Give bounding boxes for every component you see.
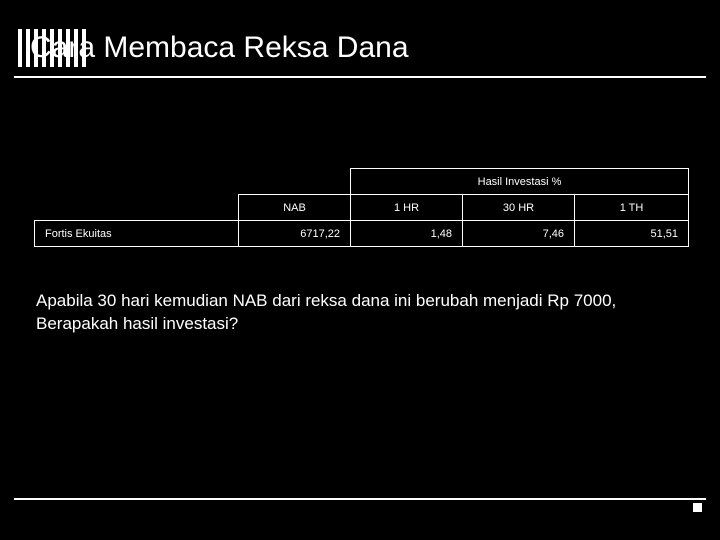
col-1hr: 1 HR bbox=[351, 195, 463, 221]
data-table: Hasil Investasi % NAB 1 HR 30 HR 1 TH Fo… bbox=[34, 168, 688, 247]
cell-30hr: 7,46 bbox=[463, 221, 575, 247]
table-row: Fortis Ekuitas 6717,22 1,48 7,46 51,51 bbox=[35, 221, 689, 247]
col-1th: 1 TH bbox=[575, 195, 689, 221]
page-title: Cara Membaca Reksa Dana bbox=[30, 31, 409, 65]
empty-cell bbox=[239, 169, 351, 195]
top-divider bbox=[14, 76, 706, 78]
row-label: Fortis Ekuitas bbox=[35, 221, 239, 247]
empty-cell bbox=[35, 195, 239, 221]
title-bar: Cara Membaca Reksa Dana bbox=[0, 28, 720, 68]
hasil-header: Hasil Investasi % bbox=[351, 169, 689, 195]
cell-1hr: 1,48 bbox=[351, 221, 463, 247]
table-row: Hasil Investasi % bbox=[35, 169, 689, 195]
corner-marker bbox=[693, 503, 702, 512]
cell-1th: 51,51 bbox=[575, 221, 689, 247]
bottom-divider bbox=[14, 498, 706, 500]
col-30hr: 30 HR bbox=[463, 195, 575, 221]
body-paragraph: Apabila 30 hari kemudian NAB dari reksa … bbox=[36, 290, 676, 336]
empty-cell bbox=[35, 169, 239, 195]
col-nab: NAB bbox=[239, 195, 351, 221]
table-row: NAB 1 HR 30 HR 1 TH bbox=[35, 195, 689, 221]
cell-nab: 6717,22 bbox=[239, 221, 351, 247]
